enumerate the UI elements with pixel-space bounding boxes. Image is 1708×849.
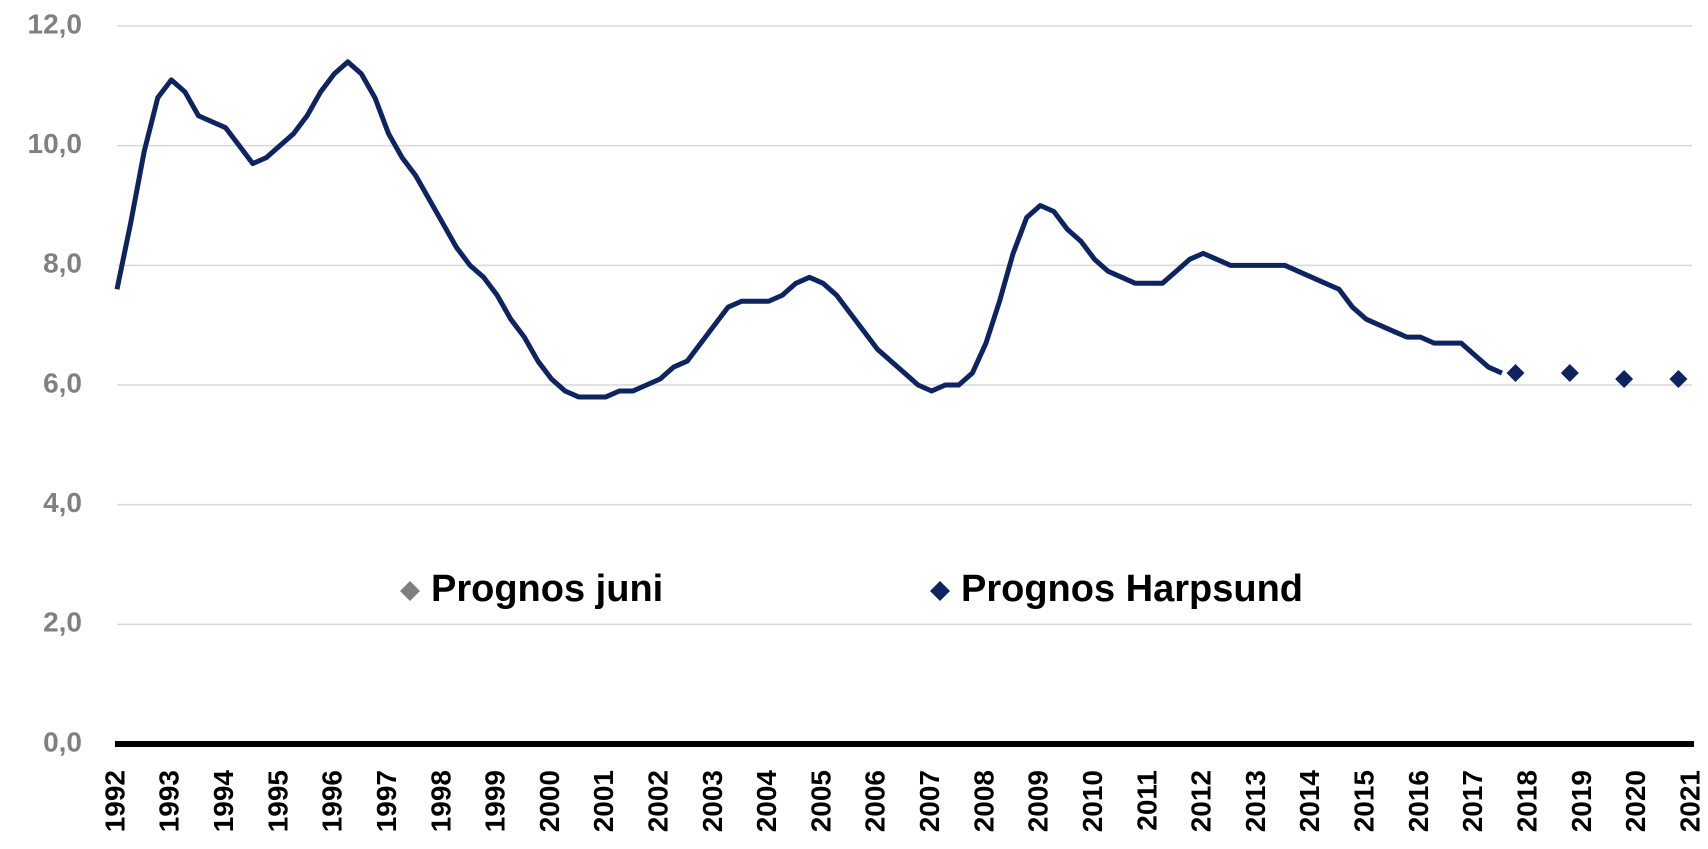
x-tick-label: 2002 — [642, 770, 673, 832]
x-tick-label: 2016 — [1403, 770, 1434, 832]
x-tick-label: 1999 — [480, 770, 511, 832]
x-tick-label: 2011 — [1131, 770, 1162, 831]
x-tick-label: 2003 — [697, 770, 728, 832]
x-tick-label: 2006 — [860, 770, 891, 832]
x-tick-label: 2018 — [1511, 770, 1542, 832]
x-tick-label: 1996 — [317, 770, 348, 832]
x-tick-label: 2014 — [1294, 770, 1325, 833]
marker — [1506, 364, 1525, 383]
y-tick-label: 10,0 — [28, 128, 83, 159]
legend-label: Prognos juni — [431, 568, 663, 610]
x-tick-label: 2008 — [968, 770, 999, 832]
marker — [1615, 370, 1634, 389]
y-tick-label: 8,0 — [43, 248, 82, 279]
x-tick-label: 2013 — [1240, 770, 1271, 832]
x-tick-label: 1992 — [99, 770, 130, 832]
x-tick-label: 1995 — [262, 770, 293, 832]
x-tick-label: 1998 — [425, 770, 456, 832]
y-tick-label: 0,0 — [43, 726, 82, 757]
x-tick-label: 1993 — [154, 770, 185, 832]
x-tick-label: 2000 — [534, 770, 565, 832]
x-tick-label: 2010 — [1077, 770, 1108, 832]
x-tick-label: 2015 — [1349, 770, 1380, 832]
x-tick-label: 2009 — [1023, 770, 1054, 832]
x-tick-label: 2019 — [1566, 770, 1597, 832]
x-tick-label: 1994 — [208, 770, 239, 833]
x-tick-label: 2012 — [1186, 770, 1217, 832]
x-tick-label: 1997 — [371, 770, 402, 832]
line — [114, 59, 1503, 400]
y-tick-label: 6,0 — [43, 367, 82, 398]
x-tick-label: 2007 — [914, 770, 945, 832]
x-tick-label: 2020 — [1620, 770, 1651, 832]
legend-marker — [930, 581, 950, 601]
x-tick-label: 2004 — [751, 770, 782, 833]
marker — [1669, 370, 1688, 389]
legend-marker — [400, 581, 420, 601]
legend-label: Prognos Harpsund — [961, 568, 1303, 610]
y-tick-label: 4,0 — [43, 487, 82, 518]
y-tick-label: 2,0 — [43, 607, 82, 638]
x-tick-label: 2005 — [805, 770, 836, 832]
marker — [1560, 364, 1579, 383]
y-tick-label: 12,0 — [28, 8, 83, 39]
x-tick-label: 2001 — [588, 770, 619, 832]
x-tick-label: 2021 — [1674, 770, 1705, 832]
x-tick-label: 2017 — [1457, 770, 1488, 832]
